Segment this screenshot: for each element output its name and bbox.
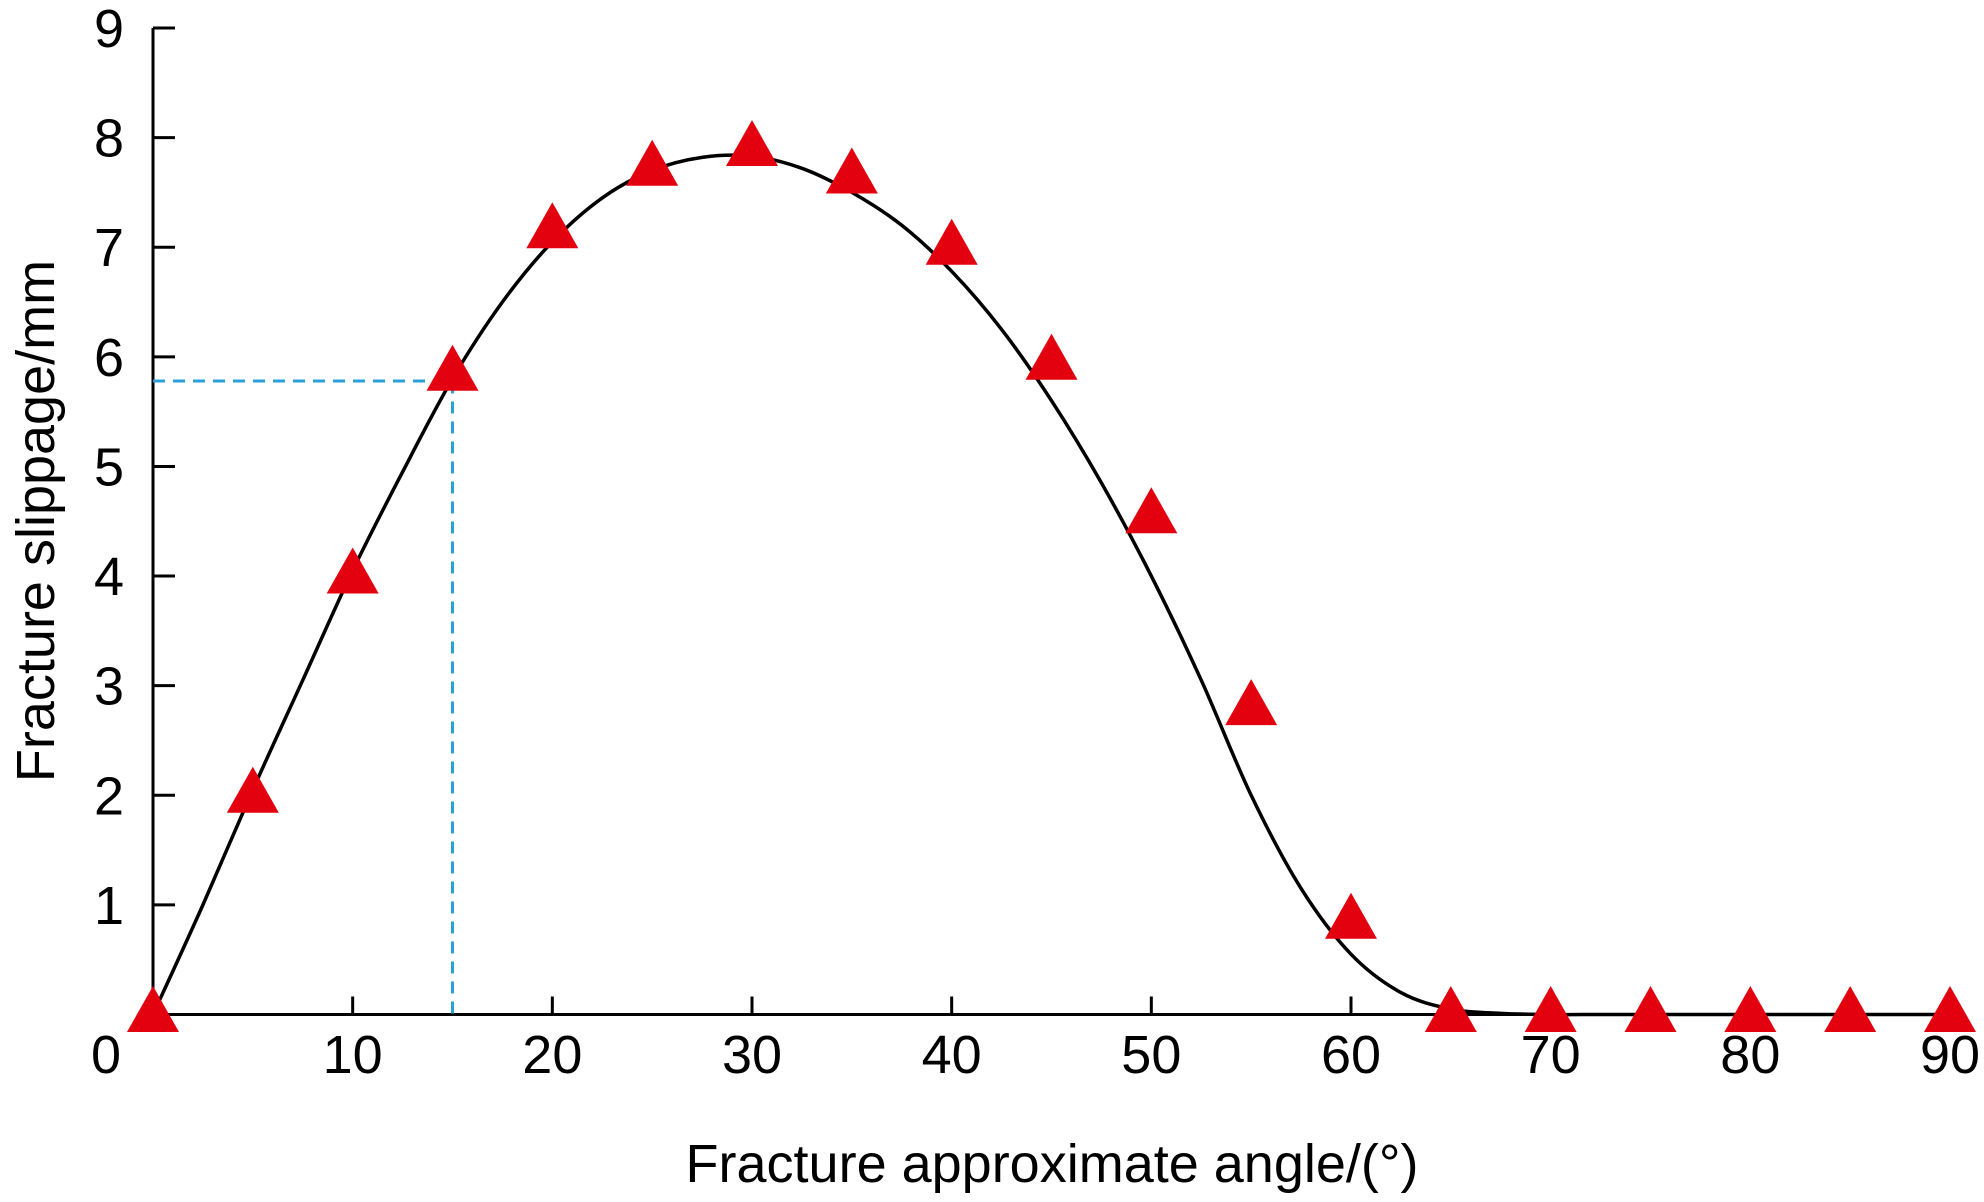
guide-lines [153,379,454,1015]
x-tick-label: 20 [522,1025,582,1085]
y-axis-title: Fracture slippage/mm [6,260,66,782]
data-point-marker [1125,487,1178,534]
data-point-marker [526,202,579,249]
x-tick-label: 90 [1920,1025,1980,1085]
x-ticks: 0 10 20 30 40 50 60 70 80 90 [91,996,1980,1085]
x-tick-label: 30 [722,1025,782,1085]
fit-curve [151,153,1950,1017]
data-markers [127,120,1976,1032]
axes: 0 10 20 30 40 50 60 70 80 90 1 2 3 4 5 6 7 8 9 [91,0,1980,1085]
data-point-marker [1724,985,1777,1032]
x-axis-title: Fracture approximate angle/(°) [686,1134,1419,1194]
y-tick-label: 7 [94,218,124,278]
dashed-guide-line [153,379,454,1015]
data-point-marker [1624,985,1677,1032]
y-tick-label: 6 [94,328,124,388]
data-point-marker [626,139,679,186]
y-tick-label: 2 [94,766,124,826]
x-tick-label: 0 [91,1025,121,1085]
y-tick-label: 4 [94,547,124,607]
y-tick-label: 9 [94,0,124,59]
data-point-marker [1824,985,1877,1032]
y-tick-label: 3 [94,657,124,717]
data-point-marker [1924,985,1976,1032]
x-tick-label: 70 [1521,1025,1581,1085]
data-point-marker [1225,679,1278,726]
data-point-marker [127,985,179,1032]
y-ticks: 1 2 3 4 5 6 7 8 9 [94,0,175,936]
data-point-marker [1025,333,1078,380]
fit-curve-group [151,153,1950,1017]
data-point-marker [226,766,279,813]
data-point-marker [726,120,778,167]
y-tick-label: 8 [94,109,124,169]
data-point-marker [1524,985,1577,1032]
x-tick-label: 60 [1321,1025,1381,1085]
y-tick-label: 1 [94,876,124,936]
x-tick-label: 40 [922,1025,982,1085]
data-point-marker [925,218,978,265]
x-tick-label: 10 [323,1025,383,1085]
data-point-marker [426,344,479,391]
data-point-marker [326,547,379,594]
data-point-marker [1325,892,1377,939]
data-point-marker [1424,985,1477,1032]
y-tick-label: 5 [94,437,124,497]
data-point-marker [825,147,878,194]
x-tick-label: 80 [1720,1025,1780,1085]
x-tick-label: 50 [1121,1025,1181,1085]
